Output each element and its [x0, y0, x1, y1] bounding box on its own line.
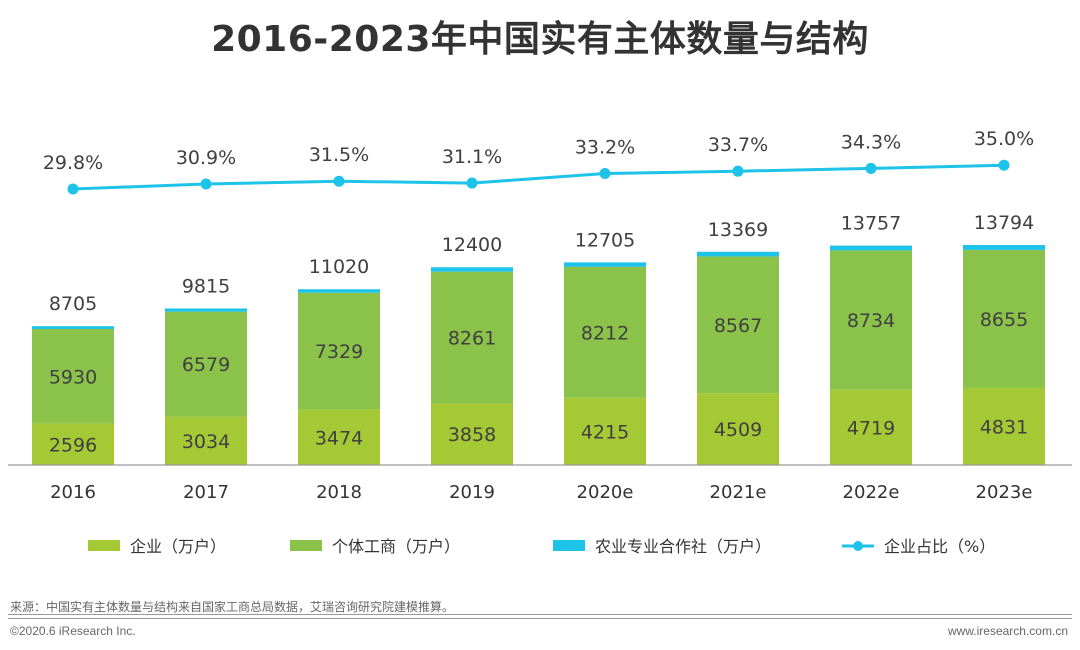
- bar-segment-individual: [697, 256, 779, 394]
- bar-segment-enterprise: [298, 409, 380, 465]
- bars-layer: [32, 245, 1045, 465]
- bar-segment-enterprise: [32, 423, 114, 465]
- bar-segment-cooperative: [830, 245, 912, 251]
- bar-segment-enterprise: [697, 393, 779, 465]
- bar-value-label: 2596: [49, 434, 97, 456]
- bar-total-label: 12400: [442, 234, 502, 256]
- bar-segment-cooperative: [165, 308, 247, 312]
- copyright-text: ©2020.6 iResearch Inc.: [10, 624, 136, 638]
- legend-individual-swatch: [290, 540, 322, 551]
- bar-segment-individual: [298, 292, 380, 410]
- ratio-label: 35.0%: [974, 128, 1034, 150]
- bar-segment-cooperative: [32, 326, 114, 330]
- ratio-point: [998, 159, 1010, 171]
- bar-total-label: 12705: [575, 229, 635, 251]
- bar-value-label: 5930: [49, 366, 97, 388]
- legend-individual-label: 个体工商（万户）: [332, 537, 460, 556]
- bar-segment-enterprise: [830, 389, 912, 465]
- ratio-line-layer: 29.8% 30.9% 31.5% 31.1% 33.2% 33.7% 34.3% 35.0%: [43, 128, 1034, 195]
- ratio-label: 30.9%: [176, 147, 236, 169]
- footer-divider: [8, 614, 1072, 615]
- legend-enterprise-label: 企业（万户）: [130, 537, 226, 556]
- bar-segment-enterprise: [564, 397, 646, 465]
- legend: 企业（万户） 个体工商（万户） 农业专业合作社（万户） 企业占比（%）: [88, 537, 995, 556]
- bar-total-label: 13369: [708, 219, 768, 241]
- legend-cooperative-swatch: [553, 540, 585, 551]
- x-tick-label: 2020e: [577, 482, 634, 503]
- bar-value-label: 8261: [448, 328, 496, 350]
- ratio-label: 33.7%: [708, 134, 768, 156]
- ratio-point: [466, 177, 478, 189]
- bar-segment-individual: [963, 249, 1045, 388]
- bar-labels-layer: 2596 5930 8705 3034 6579 9815 3474 7329 11020 385…: [49, 212, 1034, 456]
- bar-value-label: 3474: [315, 427, 363, 449]
- bar-value-label: 8655: [980, 309, 1028, 331]
- stacked-bar-line-chart: 2596 5930 8705 3034 6579 9815 3474 7329 11020 385…: [8, 128, 1072, 556]
- ratio-point: [732, 165, 744, 177]
- bar-segment-individual: [165, 311, 247, 417]
- ratio-label: 29.8%: [43, 152, 103, 174]
- bar-value-label: 8734: [847, 310, 895, 332]
- ratio-label: 31.5%: [309, 144, 369, 166]
- ratio-point: [67, 183, 79, 195]
- legend-cooperative-label: 农业专业合作社（万户）: [595, 537, 771, 556]
- chart-title: 2016-2023年中国实有主体数量与结构: [211, 19, 869, 60]
- ratio-label: 33.2%: [575, 136, 635, 158]
- legend-ratio-marker: [853, 541, 863, 551]
- bar-segment-individual: [564, 266, 646, 398]
- x-tick-label: 2016: [50, 482, 96, 503]
- bar-segment-individual: [32, 329, 114, 424]
- bar-segment-individual: [830, 250, 912, 390]
- legend-ratio-label: 企业占比（%）: [884, 537, 995, 556]
- bar-value-label: 4719: [847, 417, 895, 439]
- bar-total-label: 11020: [309, 256, 369, 278]
- bar-total-label: 8705: [49, 293, 97, 315]
- bar-total-label: 13794: [974, 212, 1034, 234]
- x-tick-label: 2018: [316, 482, 362, 503]
- bar-segment-individual: [431, 271, 513, 404]
- bar-value-label: 4509: [714, 419, 762, 441]
- x-tick-label: 2021e: [710, 482, 767, 503]
- bar-segment-enterprise: [431, 403, 513, 465]
- bar-value-label: 3858: [448, 424, 496, 446]
- ratio-label: 31.1%: [442, 146, 502, 168]
- legend-enterprise-swatch: [88, 540, 120, 551]
- bar-value-label: 3034: [182, 431, 230, 453]
- bar-value-label: 6579: [182, 354, 230, 376]
- bar-total-label: 13757: [841, 213, 901, 235]
- x-tick-label: 2019: [449, 482, 495, 503]
- bar-value-label: 4215: [581, 421, 629, 443]
- bar-segment-cooperative: [564, 262, 646, 267]
- bar-segment-cooperative: [697, 251, 779, 257]
- bar-value-label: 7329: [315, 341, 363, 363]
- x-tick-label: 2017: [183, 482, 229, 503]
- ratio-label: 34.3%: [841, 131, 901, 153]
- ratio-point: [865, 162, 877, 174]
- x-tick-label: 2022e: [843, 482, 900, 503]
- ratio-point: [333, 175, 345, 187]
- website-text: www.iresearch.com.cn: [947, 624, 1068, 638]
- source-note: 来源：中国实有主体数量与结构来自国家工商总局数据，艾瑞咨询研究院建模推算。: [10, 600, 455, 614]
- bar-value-label: 8567: [714, 315, 762, 337]
- bar-segment-cooperative: [963, 245, 1045, 250]
- bar-segment-enterprise: [963, 387, 1045, 465]
- bar-segment-enterprise: [165, 416, 247, 465]
- ratio-line: [72, 163, 1005, 191]
- footer-divider-bottom: [8, 618, 1072, 619]
- ratio-point: [200, 178, 212, 190]
- x-tick-label: 2023e: [976, 482, 1033, 503]
- bar-value-label: 8212: [581, 322, 629, 344]
- bar-value-label: 4831: [980, 416, 1028, 438]
- bar-total-label: 9815: [182, 275, 230, 297]
- bar-segment-cooperative: [298, 289, 380, 293]
- ratio-point: [599, 167, 611, 179]
- bar-segment-cooperative: [431, 267, 513, 272]
- x-tick-labels: 2016 2017 2018 2019 2020e 2021e 2022e 2023e: [50, 482, 1032, 503]
